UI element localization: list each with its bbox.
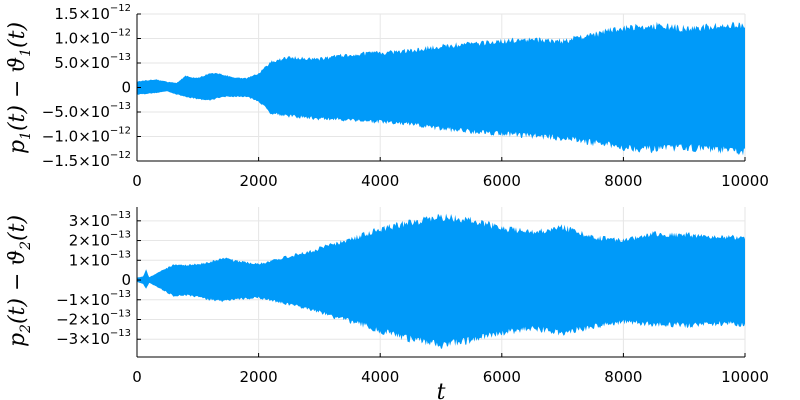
- y-tick-label: 3×10−13: [69, 210, 131, 230]
- y-axis-label: p1(t) − ϑ1(t): [5, 22, 34, 154]
- y-tick-label: 1.0×10−12: [54, 28, 131, 48]
- y-tick-label: 2×10−13: [69, 230, 131, 250]
- y-axis-label: p2(t) − ϑ2(t): [5, 215, 34, 347]
- series-oscillation-band: [137, 213, 745, 349]
- y-tick-label: 5.0×10−13: [54, 52, 131, 72]
- x-tick-label: 4000: [361, 368, 399, 386]
- y-tick-label: −2×10−13: [56, 309, 131, 329]
- x-tick-label: 6000: [483, 172, 521, 190]
- y-tick-label: 1.5×10−12: [54, 3, 131, 23]
- series-oscillation-band: [137, 21, 745, 156]
- x-tick-label: 2000: [240, 368, 278, 386]
- x-tick-label: 0: [132, 368, 142, 386]
- top-panel-plot: 0 2000 4000 6000 8000 10000 1.5×10−12 1.0×10−12…: [5, 3, 769, 190]
- x-tick-label: 10000: [721, 368, 769, 386]
- x-tick-label: 8000: [604, 368, 642, 386]
- x-tick-label: 0: [132, 172, 142, 190]
- y-tick-label: −3×10−13: [56, 328, 131, 348]
- y-tick-label: −1×10−13: [56, 289, 131, 309]
- y-tick-label: 0: [121, 271, 131, 289]
- x-tick-label: 10000: [721, 172, 769, 190]
- y-tick-label: 0: [121, 79, 131, 97]
- x-tick-label: 2000: [240, 172, 278, 190]
- bottom-panel-plot: 0 2000 4000 6000 8000 10000 3×10−132×10−131×10…: [5, 207, 769, 400]
- x-tick-label: 8000: [604, 172, 642, 190]
- y-tick-label: 1×10−13: [69, 249, 131, 269]
- y-tick-label: −1.0×10−12: [42, 126, 131, 146]
- x-axis-label: t: [437, 380, 446, 400]
- x-tick-label: 6000: [483, 368, 521, 386]
- x-tick-label: 4000: [361, 172, 399, 190]
- y-tick-label: −1.5×10−12: [42, 150, 131, 170]
- y-tick-label: −5.0×10−13: [42, 101, 131, 121]
